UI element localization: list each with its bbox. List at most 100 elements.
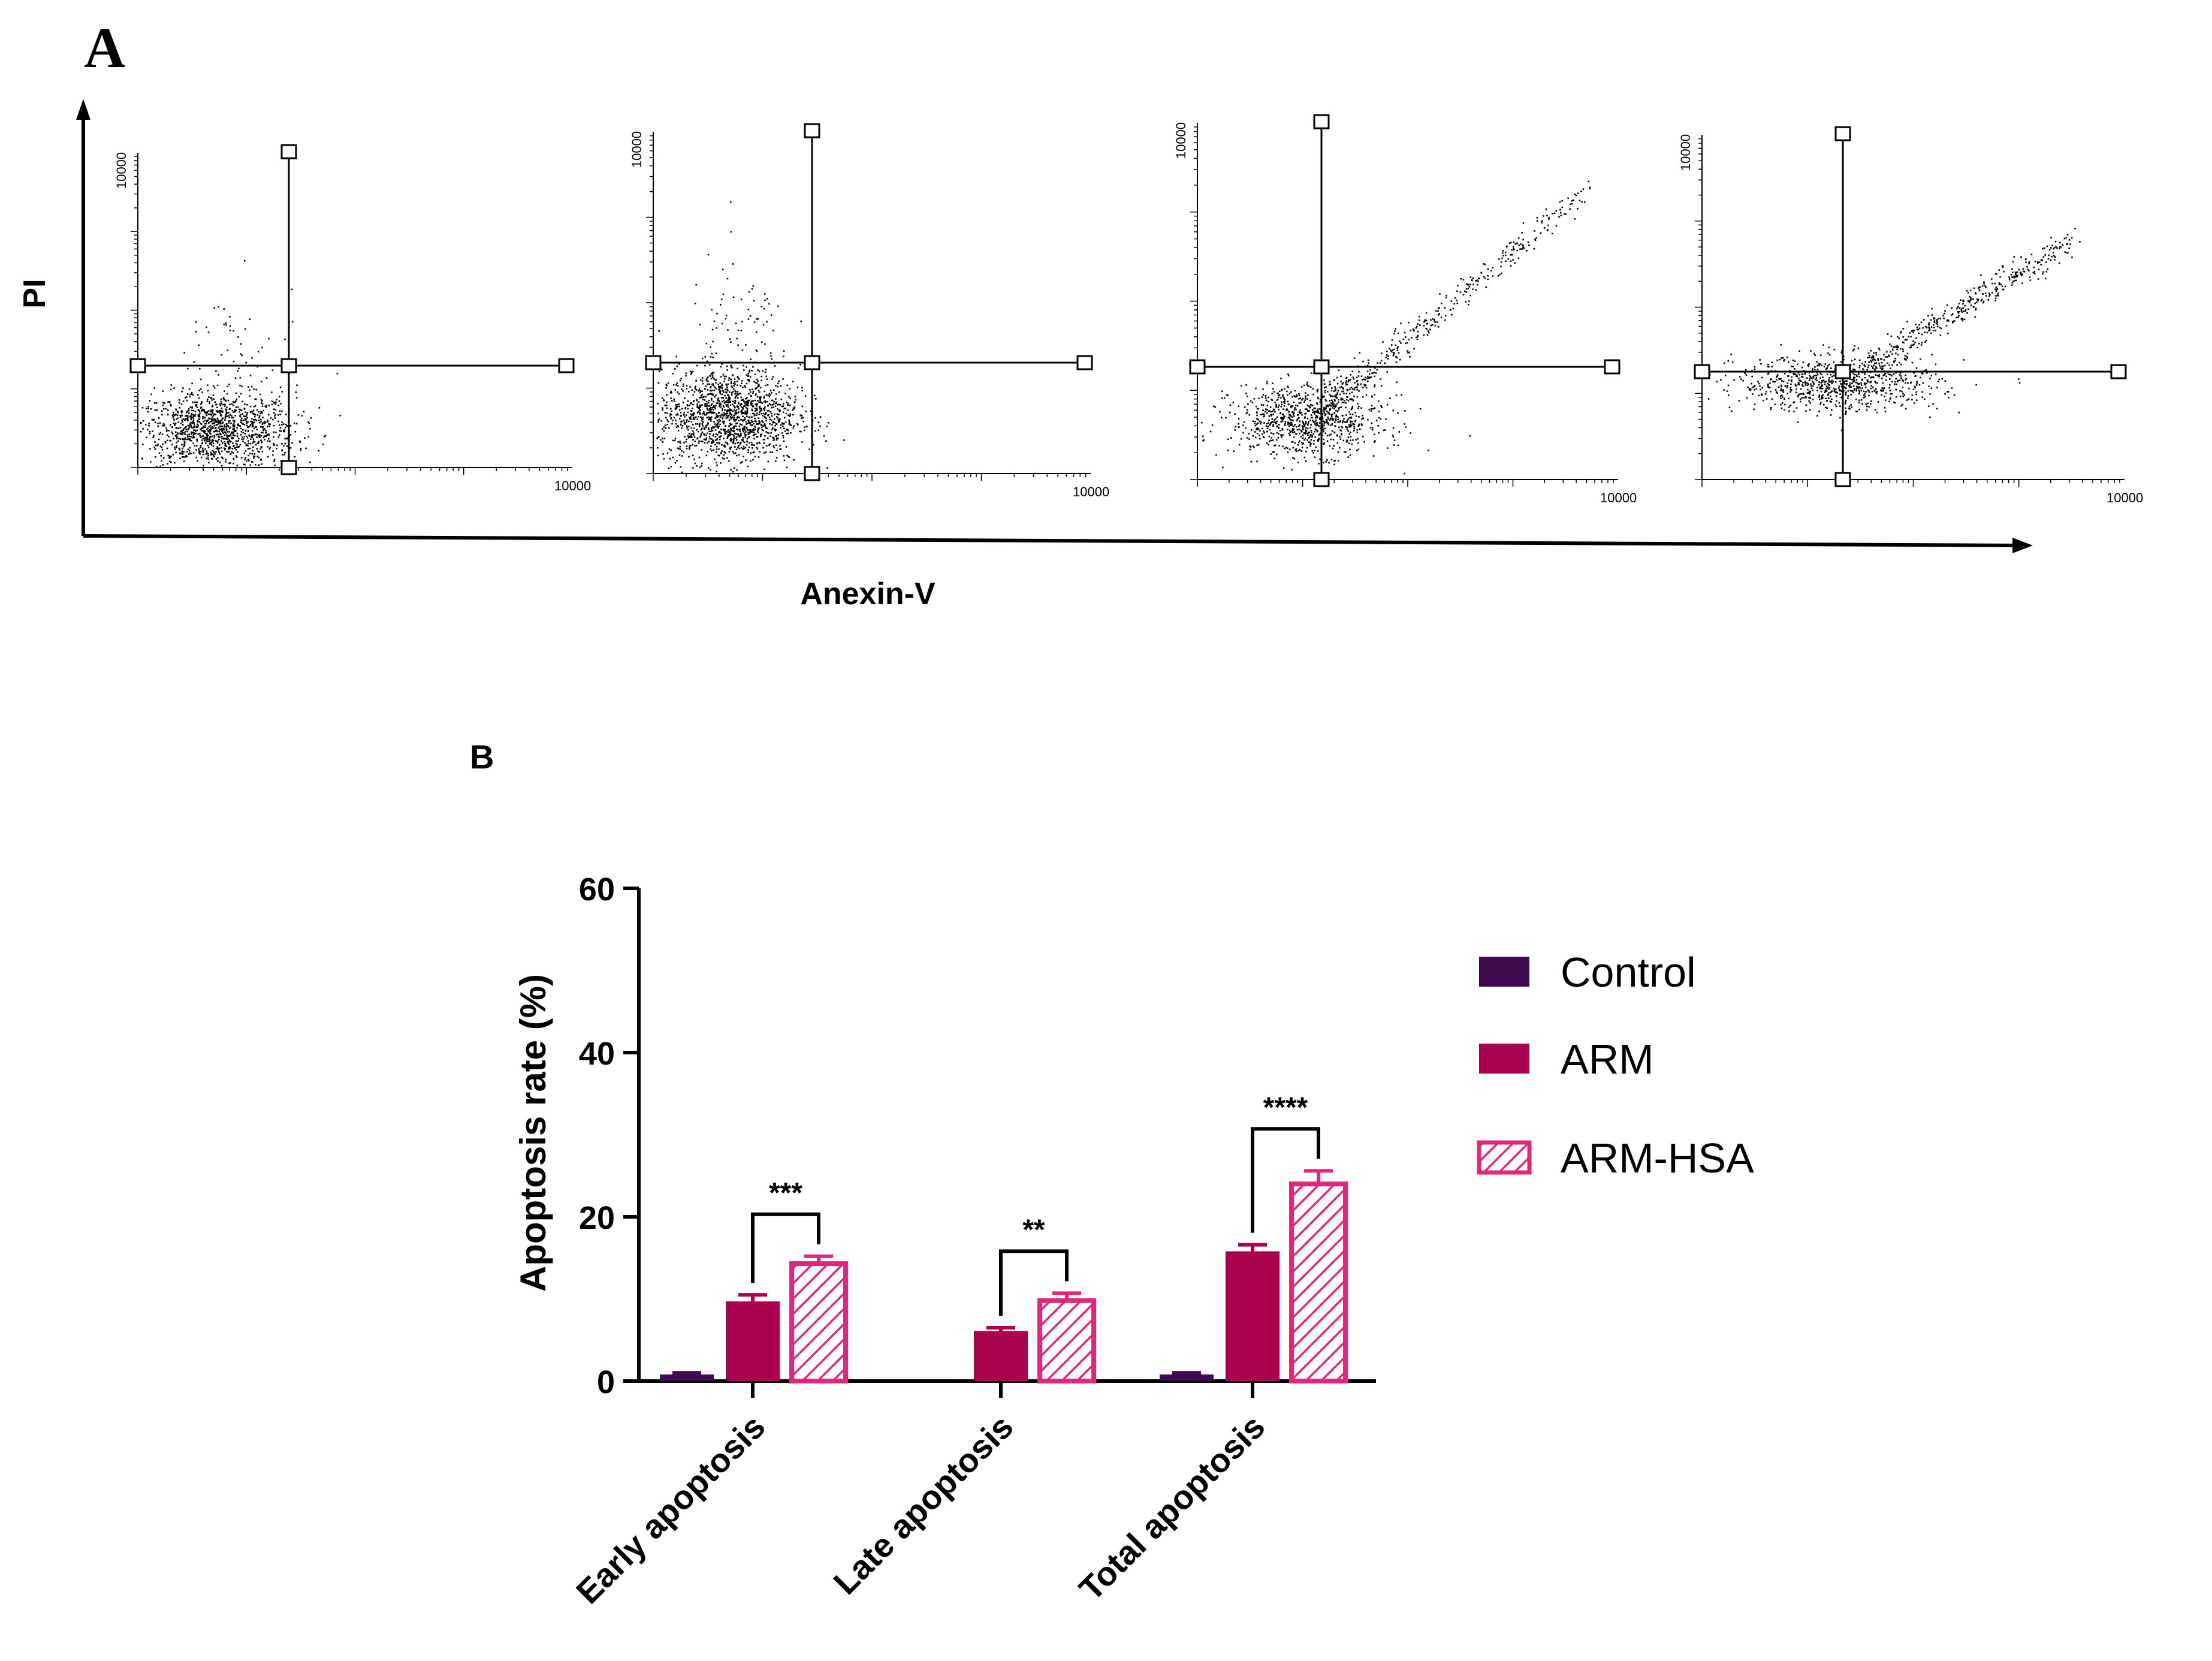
flow-point (1404, 410, 1406, 412)
flow-point (269, 423, 271, 426)
flow-point (742, 440, 744, 442)
flow-point (793, 401, 796, 403)
flow-point (699, 390, 702, 392)
flow-point (738, 420, 740, 421)
flow-point (783, 455, 785, 457)
flow-point (1336, 411, 1339, 413)
flow-point (762, 415, 764, 417)
flow-point (674, 438, 677, 439)
flow-point (232, 404, 234, 406)
flow-point (766, 427, 768, 430)
flow-point (1290, 391, 1292, 393)
flow-point (689, 370, 692, 373)
flow-y-max-label: 10000 (1173, 122, 1188, 159)
flow-point (1826, 367, 1828, 369)
flow-point (1559, 201, 1561, 203)
flow-point (767, 414, 769, 417)
flow-point (1369, 427, 1372, 429)
flow-point (745, 459, 747, 461)
flow-point (708, 436, 711, 438)
flow-point (1214, 406, 1217, 408)
flow-point (742, 408, 744, 410)
flow-point (744, 405, 746, 407)
flow-point (699, 391, 701, 394)
flow-point (806, 426, 808, 427)
flow-point (218, 430, 220, 433)
flow-point (209, 402, 210, 405)
flow-point (694, 302, 696, 305)
flow-point (1314, 412, 1316, 414)
flow-point (205, 436, 207, 439)
flow-point (190, 425, 192, 427)
flow-point (233, 425, 235, 427)
flow-point (1310, 424, 1312, 426)
flow-point (707, 405, 710, 407)
flow-point (1913, 402, 1915, 404)
flow-point (1511, 254, 1513, 256)
flow-point (1348, 442, 1350, 445)
flow-point (234, 411, 236, 413)
flow-point (759, 411, 761, 413)
flow-point (681, 427, 683, 429)
flow-point (1288, 423, 1290, 425)
flow-point (1381, 406, 1383, 408)
flow-point (197, 394, 199, 396)
flow-point (748, 399, 750, 402)
flow-point (2018, 378, 2020, 380)
flow-point (756, 318, 758, 320)
flow-point (1304, 416, 1306, 418)
flow-point (689, 435, 691, 438)
flow-point (1370, 376, 1372, 378)
flow-point (756, 448, 759, 450)
flow-point (240, 421, 242, 424)
flow-point (1484, 263, 1486, 266)
flow-point (201, 409, 203, 412)
flow-point (1434, 319, 1435, 322)
flow-point (760, 387, 762, 389)
flow-point (1378, 400, 1380, 402)
flow-point (1298, 397, 1300, 400)
flow-point (174, 422, 177, 424)
flow-point (1324, 408, 1326, 411)
flow-point (1828, 346, 1830, 349)
flow-point (665, 417, 667, 419)
flow-point (1877, 401, 1879, 403)
flow-point (299, 441, 301, 444)
flow-point (1289, 434, 1291, 436)
flow-point (1419, 408, 1422, 410)
flow-point (222, 397, 225, 399)
flow-point (1308, 410, 1311, 412)
flow-point (215, 440, 217, 442)
flow-point (231, 448, 234, 450)
flow-point (729, 391, 731, 393)
flow-point (228, 462, 230, 465)
flow-point (732, 433, 734, 436)
flow-point (260, 446, 262, 448)
flow-point (261, 463, 263, 465)
flow-point (1911, 399, 1913, 401)
flow-point (1324, 399, 1327, 401)
flow-point (1291, 405, 1294, 407)
flow-point (750, 452, 752, 454)
flow-point (765, 413, 766, 415)
flow-point (750, 404, 752, 406)
flow-point (779, 411, 781, 412)
flow-point (218, 426, 221, 427)
flow-point (709, 438, 711, 440)
flow-point (672, 439, 674, 442)
flow-point (691, 372, 693, 374)
flow-point (1898, 361, 1900, 364)
flow-point (1337, 451, 1339, 453)
flow-point (676, 365, 678, 367)
flow-point (1335, 414, 1338, 416)
flow-point (752, 406, 755, 408)
flow-point (1760, 393, 1763, 395)
flow-point (167, 434, 168, 436)
flow-point (1307, 423, 1309, 425)
flow-point (161, 446, 163, 448)
flow-point (694, 387, 696, 388)
flow-point (668, 448, 671, 450)
flow-point (699, 404, 701, 406)
flow-point (191, 422, 194, 424)
flow-point (1840, 351, 1843, 354)
